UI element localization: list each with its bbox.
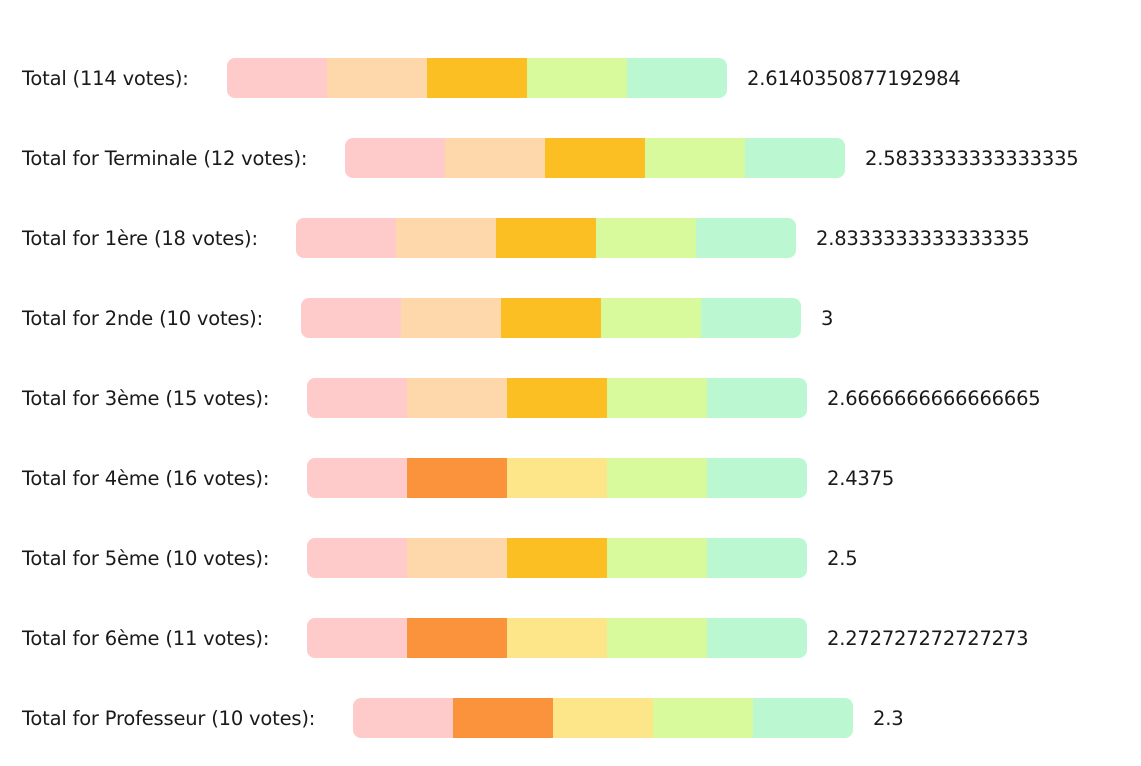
rating-bar <box>296 218 796 258</box>
rating-bar <box>345 138 845 178</box>
rating-segment <box>445 138 545 178</box>
rating-segment <box>307 618 407 658</box>
results-row: Total for Terminale (12 votes): 2.583333… <box>22 138 1079 178</box>
rating-segment <box>607 378 707 418</box>
rating-segment <box>301 298 401 338</box>
rating-segment <box>407 618 507 658</box>
average-value: 3 <box>821 306 834 330</box>
rating-segment <box>707 538 807 578</box>
rating-segment <box>296 218 396 258</box>
row-label: Total for Professeur (10 votes): <box>22 706 316 730</box>
row-label: Total for 3ème (15 votes): <box>22 386 270 410</box>
rating-segment <box>627 58 727 98</box>
rating-segment <box>753 698 853 738</box>
average-value: 2.6666666666666665 <box>827 386 1041 410</box>
rating-bar <box>307 378 807 418</box>
rating-segment <box>707 458 807 498</box>
rating-segment <box>407 458 507 498</box>
rating-segment <box>407 378 507 418</box>
rating-segment <box>707 618 807 658</box>
results-row: Total for 6ème (11 votes): 2.27272727272… <box>22 618 1029 658</box>
rating-segment <box>607 458 707 498</box>
rating-segment <box>453 698 553 738</box>
rating-segment <box>545 138 645 178</box>
rating-bar <box>307 618 807 658</box>
rating-segment <box>501 298 601 338</box>
rating-segment <box>607 538 707 578</box>
rating-segment <box>607 618 707 658</box>
row-label: Total (114 votes): <box>22 66 189 90</box>
results-row: Total for 2nde (10 votes): 3 <box>22 298 833 338</box>
average-value: 2.5 <box>827 546 858 570</box>
rating-segment <box>507 538 607 578</box>
average-value: 2.272727272727273 <box>827 626 1029 650</box>
rating-bar <box>227 58 727 98</box>
average-value: 2.3 <box>873 706 904 730</box>
rating-segment <box>327 58 427 98</box>
row-label: Total for 2nde (10 votes): <box>22 306 263 330</box>
results-row: Total for 5ème (10 votes): 2.5 <box>22 538 858 578</box>
results-row: Total (114 votes): 2.6140350877192984 <box>22 58 961 98</box>
rating-segment <box>507 618 607 658</box>
rating-segment <box>345 138 445 178</box>
rating-segment <box>407 538 507 578</box>
average-value: 2.4375 <box>827 466 895 490</box>
rating-segment <box>696 218 796 258</box>
rating-segment <box>707 378 807 418</box>
row-label: Total for Terminale (12 votes): <box>22 146 308 170</box>
rating-segment <box>227 58 327 98</box>
rating-segment <box>553 698 653 738</box>
average-value: 2.6140350877192984 <box>747 66 961 90</box>
rating-segment <box>307 538 407 578</box>
rating-segment <box>701 298 801 338</box>
rating-bar <box>353 698 853 738</box>
rating-segment <box>353 698 453 738</box>
row-label: Total for 4ème (16 votes): <box>22 466 270 490</box>
rating-bar <box>301 298 801 338</box>
rating-segment <box>396 218 496 258</box>
rating-segment <box>653 698 753 738</box>
rating-segment <box>307 378 407 418</box>
rating-segment <box>601 298 701 338</box>
results-row: Total for Professeur (10 votes): 2.3 <box>22 698 904 738</box>
rating-segment <box>527 58 627 98</box>
rating-segment <box>496 218 596 258</box>
results-row: Total for 3ème (15 votes): 2.66666666666… <box>22 378 1041 418</box>
rating-segment <box>745 138 845 178</box>
rating-segment <box>507 378 607 418</box>
results-row: Total for 4ème (16 votes): 2.4375 <box>22 458 894 498</box>
average-value: 2.5833333333333335 <box>865 146 1079 170</box>
rating-segment <box>427 58 527 98</box>
row-label: Total for 5ème (10 votes): <box>22 546 270 570</box>
rating-segment <box>401 298 501 338</box>
row-label: Total for 6ème (11 votes): <box>22 626 270 650</box>
rating-segment <box>507 458 607 498</box>
rating-segment <box>307 458 407 498</box>
row-label: Total for 1ère (18 votes): <box>22 226 258 250</box>
rating-segment <box>645 138 745 178</box>
rating-bar <box>307 538 807 578</box>
results-row: Total for 1ère (18 votes): 2.83333333333… <box>22 218 1030 258</box>
rating-segment <box>596 218 696 258</box>
rating-bar <box>307 458 807 498</box>
average-value: 2.8333333333333335 <box>816 226 1030 250</box>
